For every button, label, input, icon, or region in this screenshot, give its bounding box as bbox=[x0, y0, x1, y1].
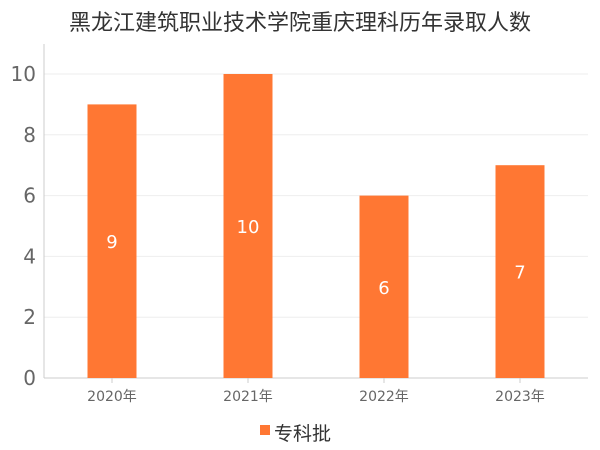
bar[interactable] bbox=[223, 74, 273, 378]
bars bbox=[87, 74, 545, 379]
bar[interactable] bbox=[495, 165, 545, 378]
legend[interactable]: 专科批 bbox=[260, 423, 331, 445]
y-tick-label: 6 bbox=[23, 184, 36, 208]
x-tick-label: 2023年 bbox=[495, 389, 545, 405]
data-label: 6 bbox=[378, 278, 389, 299]
legend-swatch bbox=[260, 425, 270, 435]
data-labels: 9 10 6 7 bbox=[106, 217, 525, 299]
bar[interactable] bbox=[359, 195, 409, 378]
x-tick-label: 2021年 bbox=[223, 389, 273, 405]
y-tick-label: 0 bbox=[23, 366, 36, 390]
legend-label: 专科批 bbox=[274, 423, 331, 445]
y-tick-label: 10 bbox=[11, 62, 36, 86]
x-tick-label: 2020年 bbox=[87, 389, 137, 405]
data-label: 9 bbox=[106, 232, 117, 253]
bar[interactable] bbox=[87, 104, 137, 379]
chart-title: 黑龙江建筑职业技术学院重庆理科历年录取人数 bbox=[69, 11, 531, 36]
y-tick-label: 2 bbox=[23, 305, 36, 329]
y-tick-label: 8 bbox=[23, 123, 36, 147]
x-tick-label: 2022年 bbox=[359, 389, 409, 405]
data-label: 10 bbox=[237, 217, 260, 238]
data-label: 7 bbox=[514, 263, 525, 284]
y-tick-label: 4 bbox=[23, 244, 36, 268]
